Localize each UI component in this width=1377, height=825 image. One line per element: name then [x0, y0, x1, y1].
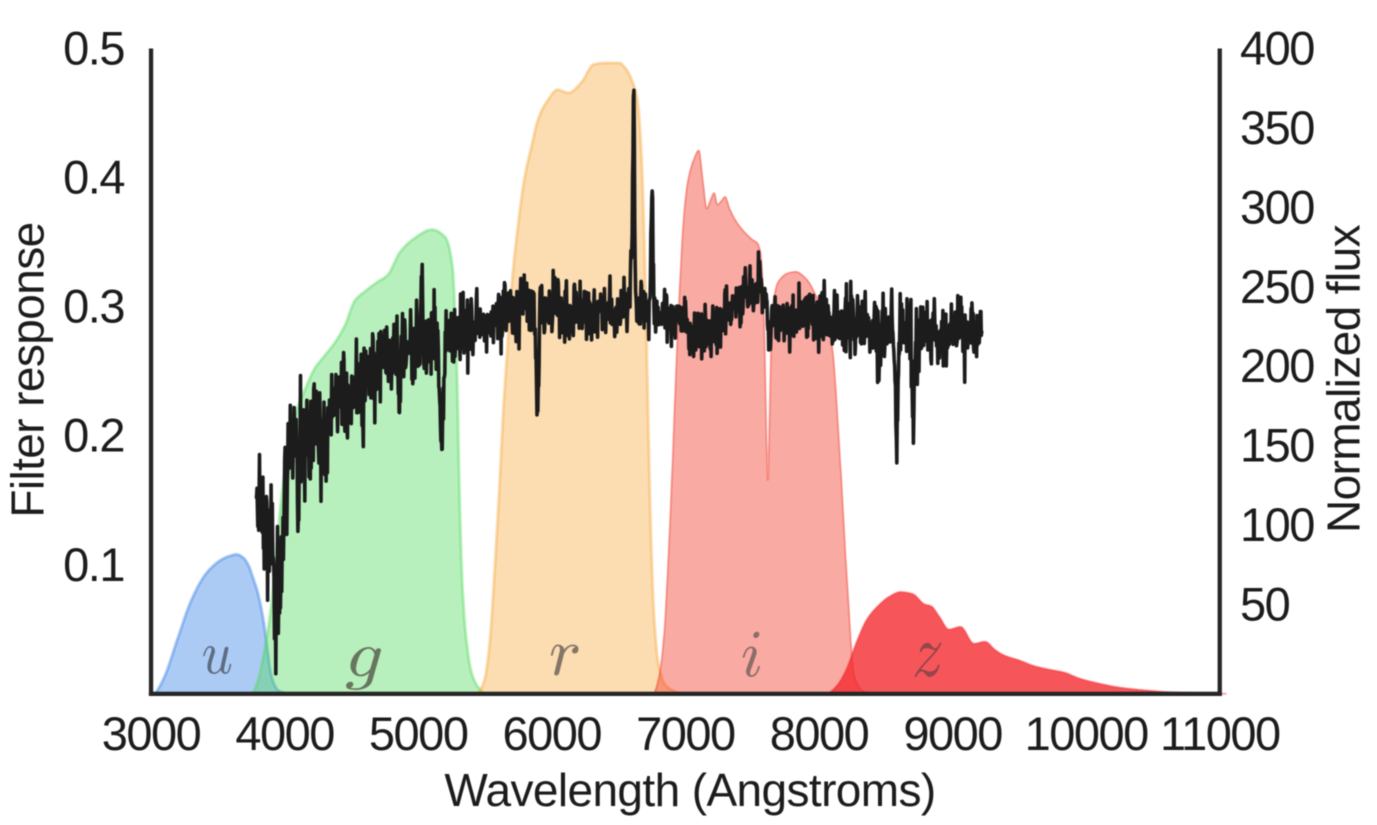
- svg-text:250: 250: [1240, 260, 1314, 313]
- svg-text:200: 200: [1240, 339, 1314, 392]
- svg-text:Filter response: Filter response: [2, 222, 54, 517]
- svg-text:Wavelength (Angstroms): Wavelength (Angstroms): [444, 764, 935, 816]
- svg-text:150: 150: [1240, 419, 1314, 472]
- svg-text:400: 400: [1240, 22, 1314, 75]
- svg-text:9000: 9000: [903, 707, 1002, 760]
- svg-text:300: 300: [1240, 180, 1314, 233]
- svg-text:8000: 8000: [770, 707, 869, 760]
- svg-text:100: 100: [1240, 498, 1314, 551]
- svg-text:0.4: 0.4: [63, 151, 124, 204]
- svg-text:350: 350: [1240, 101, 1314, 154]
- svg-text:0.5: 0.5: [63, 22, 124, 75]
- svg-text:7000: 7000: [636, 707, 735, 760]
- svg-text:4000: 4000: [235, 707, 334, 760]
- svg-text:11000: 11000: [1160, 707, 1280, 760]
- svg-text:0.3: 0.3: [63, 280, 124, 333]
- svg-text:0.2: 0.2: [63, 409, 124, 462]
- svg-text:6000: 6000: [503, 707, 602, 760]
- svg-text:50: 50: [1240, 578, 1290, 631]
- svg-text:5000: 5000: [369, 707, 468, 760]
- svg-text:Normalized flux: Normalized flux: [1318, 224, 1370, 533]
- svg-text:10000: 10000: [1025, 707, 1149, 760]
- svg-text:3000: 3000: [102, 707, 201, 760]
- svg-text:0.1: 0.1: [63, 538, 124, 591]
